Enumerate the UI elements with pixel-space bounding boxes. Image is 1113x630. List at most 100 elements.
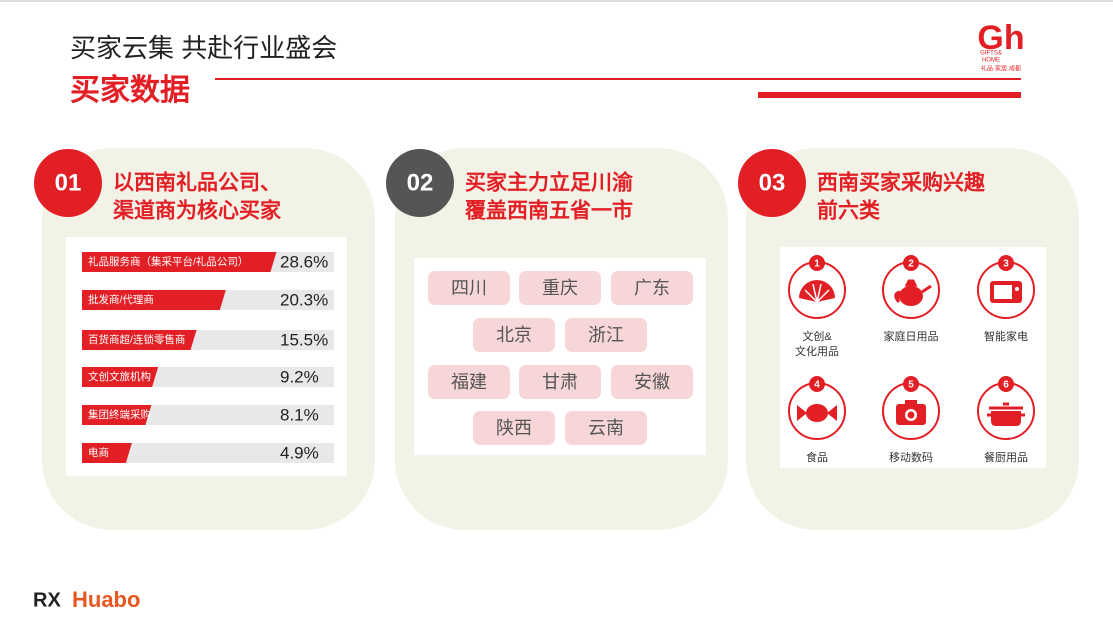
category-icon	[797, 404, 837, 422]
footer-name: Huabo	[72, 587, 140, 612]
bar-value: 9.2%	[280, 367, 319, 386]
region-pill	[428, 365, 510, 399]
icon-shape	[899, 286, 923, 306]
logo-text: HOME	[982, 58, 1000, 64]
category-icon	[894, 279, 932, 306]
category-label: 餐厨用品	[984, 450, 1028, 464]
footer-brand: RX	[33, 589, 61, 611]
region-pill	[519, 271, 601, 305]
category-label: 文化用品	[795, 344, 839, 358]
region-label: 甘肃	[542, 372, 578, 392]
icon-shape	[994, 285, 1012, 299]
category-label: 食品	[806, 450, 828, 464]
icon-shape	[905, 400, 917, 405]
chart-box	[66, 237, 347, 476]
bar-value: 15.5%	[280, 330, 328, 349]
icon-shape	[907, 411, 915, 419]
category-icon	[896, 400, 926, 425]
panel-heading: 渠道商为核心买家	[113, 199, 282, 223]
rank-badge	[903, 376, 919, 392]
icon-shape	[804, 283, 830, 303]
rank-number: 2	[908, 259, 914, 270]
icon-shape	[806, 404, 828, 422]
top-rule	[0, 0, 1113, 2]
panel-heading: 以西南礼品公司、	[113, 171, 281, 195]
number-badge	[738, 149, 806, 217]
rank-badge	[998, 376, 1014, 392]
icon-shape	[894, 279, 932, 303]
rank-number: 3	[1003, 259, 1009, 270]
rank-number: 1	[814, 259, 820, 270]
rank-badge	[809, 376, 825, 392]
region-pill	[473, 318, 555, 352]
region-pill	[611, 271, 693, 305]
bar-value: 28.6%	[280, 252, 328, 271]
category-label: 家庭日用品	[884, 329, 939, 343]
region-label: 福建	[451, 372, 487, 392]
bar	[82, 252, 277, 272]
bar-value: 8.1%	[280, 405, 319, 424]
logo-mark: Gh	[977, 19, 1024, 57]
bar	[82, 367, 159, 387]
category-icon	[990, 281, 1022, 303]
rank-number: 4	[814, 380, 820, 391]
bar	[82, 290, 226, 310]
region-label: 北京	[496, 325, 532, 345]
number-badge	[386, 149, 454, 217]
bar-label: 集团终端采购	[88, 408, 151, 421]
icon-shape	[1015, 287, 1019, 291]
title-rule-bold	[758, 92, 1021, 98]
region-label: 四川	[451, 278, 487, 298]
category-icon	[799, 280, 835, 303]
panel-heading: 西南买家采购兴趣	[817, 171, 986, 195]
logo-text: GIFTS&	[980, 51, 1002, 57]
region-pill	[473, 411, 555, 445]
category-label: 智能家电	[984, 329, 1028, 343]
region-label: 安徽	[634, 372, 670, 392]
title-rule	[215, 78, 1021, 80]
rank-number: 6	[1003, 380, 1009, 391]
region-label: 浙江	[588, 325, 624, 345]
region-pill	[565, 318, 647, 352]
category-label: 移动数码	[889, 451, 933, 464]
rank-badge	[903, 255, 919, 271]
panel-number: 02	[407, 169, 434, 196]
bar-label: 文创文旅机构	[88, 370, 151, 383]
icon-shape	[987, 402, 1025, 417]
region-pill	[565, 411, 647, 445]
bar-label: 批发商/代理商	[88, 293, 154, 306]
rank-number: 5	[908, 380, 914, 391]
bar-value: 4.9%	[280, 443, 319, 462]
slide-title: 买家云集 共赴行业盛会	[70, 33, 337, 63]
bar-value: 20.3%	[280, 290, 328, 309]
panel-number: 01	[55, 169, 82, 196]
bar-label: 百货商超/连锁零售商	[88, 333, 185, 346]
bar-label: 电商	[88, 446, 109, 459]
region-pill	[428, 271, 510, 305]
region-pill	[519, 365, 601, 399]
region-label: 广东	[634, 278, 670, 298]
logo-tagline: 礼品·家居·成都	[981, 65, 1021, 73]
icon-shape	[797, 405, 837, 421]
bar-track	[82, 443, 334, 463]
slide-subtitle: 买家数据	[70, 74, 190, 107]
region-pill	[611, 365, 693, 399]
category-label: 文创&	[802, 329, 832, 343]
bar	[82, 330, 197, 350]
rank-badge	[809, 255, 825, 271]
region-label: 云南	[588, 418, 624, 438]
bar-label: 礼品服务商（集采平台/礼品公司）	[88, 255, 248, 268]
bar	[82, 405, 152, 425]
rank-badge	[998, 255, 1014, 271]
number-badge	[34, 149, 102, 217]
bar	[82, 443, 132, 463]
category-icon	[987, 402, 1025, 426]
region-label: 陕西	[496, 418, 532, 438]
panel-number: 03	[759, 169, 786, 196]
icon-shape	[991, 411, 1021, 426]
panel-heading: 前六类	[817, 199, 881, 223]
region-label: 重庆	[542, 278, 578, 298]
panel-heading: 买家主力立足川渝	[465, 171, 634, 195]
icon-shape	[799, 280, 835, 302]
